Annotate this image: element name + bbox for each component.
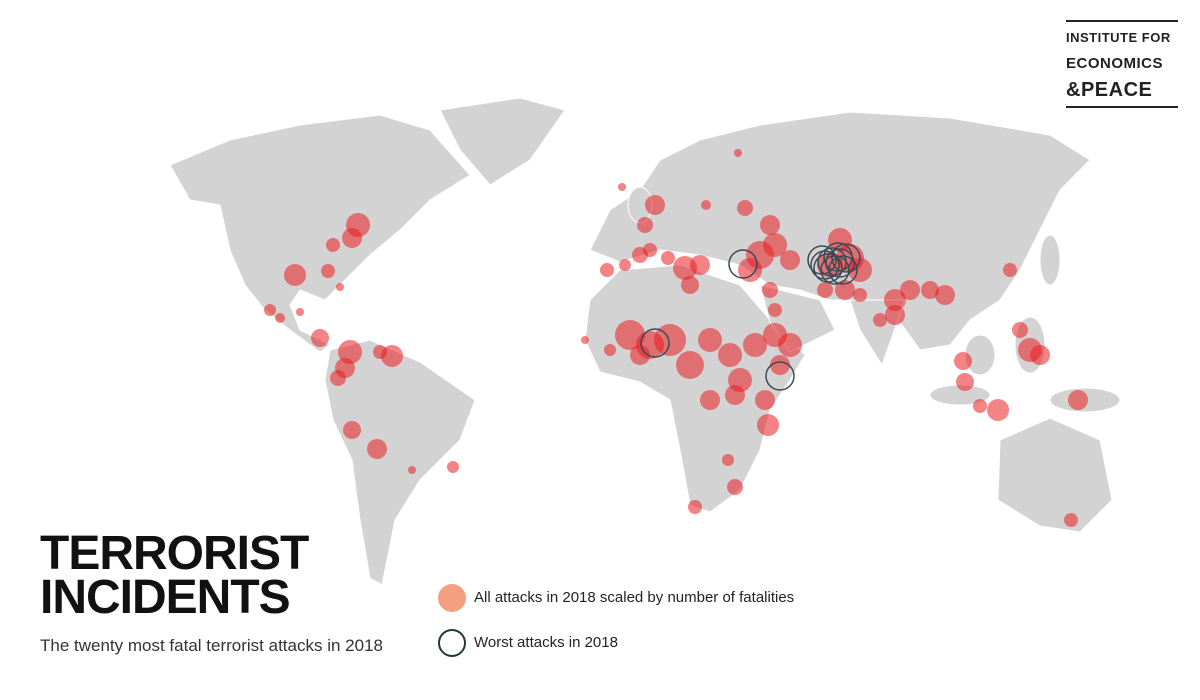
attack-marker (343, 421, 361, 439)
title: TERRORIST INCIDENTS (40, 527, 309, 624)
attack-marker (336, 283, 344, 291)
attack-marker (1068, 390, 1088, 410)
attack-marker (637, 217, 653, 233)
title-line: INCIDENTS (40, 571, 291, 624)
attack-marker (763, 233, 787, 257)
worst-attack-marker (765, 361, 795, 391)
attack-marker (284, 264, 306, 286)
attack-marker (321, 264, 335, 278)
attack-marker (954, 352, 972, 370)
attack-marker (408, 466, 416, 474)
attack-marker (701, 200, 711, 210)
attack-marker (619, 259, 631, 271)
worst-attack-marker (831, 243, 861, 273)
attack-marker (722, 454, 734, 466)
worst-attack-marker (813, 253, 843, 283)
attack-marker (1012, 322, 1028, 338)
attack-marker (676, 351, 704, 379)
attack-marker (700, 390, 720, 410)
legend-label: All attacks in 2018 scaled by number of … (474, 589, 795, 606)
worst-attack-marker (807, 245, 837, 275)
attack-marker (645, 195, 665, 215)
logo-line: &PEACE (1066, 79, 1153, 101)
attack-marker (367, 439, 387, 459)
attack-marker (600, 263, 614, 277)
attack-marker (1030, 345, 1050, 365)
attack-marker (935, 285, 955, 305)
attack-marker (743, 333, 767, 357)
legend-swatch-attacks (438, 584, 466, 612)
attack-marker (581, 336, 589, 344)
worst-attack-markers (640, 242, 861, 391)
worst-attack-marker (828, 255, 858, 285)
attack-marker (885, 305, 905, 325)
attack-marker (738, 258, 762, 282)
attack-marker (690, 255, 710, 275)
attack-marker (373, 345, 387, 359)
attack-marker (688, 500, 702, 514)
attack-marker (326, 238, 340, 252)
attack-marker (618, 183, 626, 191)
attack-marker (661, 251, 675, 265)
attack-marker (630, 345, 650, 365)
attack-marker (873, 313, 887, 327)
attack-markers (264, 149, 1088, 527)
attack-marker (330, 370, 346, 386)
attack-marker (762, 282, 778, 298)
attack-marker (718, 343, 742, 367)
attack-marker (755, 390, 775, 410)
attack-marker (725, 385, 745, 405)
attack-marker (817, 282, 833, 298)
attack-marker (900, 280, 920, 300)
attack-marker (654, 324, 686, 356)
attack-marker (296, 308, 304, 316)
attack-marker (681, 276, 699, 294)
logo-line: ECONOMICS (1066, 55, 1164, 72)
attack-marker (987, 399, 1009, 421)
attack-marker (698, 328, 722, 352)
title-line: TERRORIST (40, 527, 309, 580)
attack-marker (853, 288, 867, 302)
attack-marker (884, 289, 906, 311)
attack-marker (604, 344, 616, 356)
attack-marker (737, 200, 753, 216)
attack-marker (973, 399, 987, 413)
subtitle: The twenty most fatal terrorist attacks … (40, 636, 383, 655)
attack-marker (264, 304, 276, 316)
attack-marker (778, 333, 802, 357)
legend-label: Worst attacks in 2018 (474, 634, 618, 651)
legend-swatch-worst (438, 629, 466, 657)
attack-marker (780, 250, 800, 270)
attack-marker (768, 303, 782, 317)
attack-marker (342, 228, 362, 248)
attack-marker (275, 313, 285, 323)
attack-marker (727, 479, 743, 495)
attack-marker (770, 355, 790, 375)
logo-line: INSTITUTE FOR (1066, 30, 1171, 45)
attack-marker (1003, 263, 1017, 277)
attack-marker (956, 373, 974, 391)
worst-attack-marker (640, 328, 670, 358)
attack-marker (1064, 513, 1078, 527)
attack-marker (921, 281, 939, 299)
attack-marker (338, 340, 362, 364)
attack-marker (643, 243, 657, 257)
attack-marker (311, 329, 329, 347)
worst-attack-marker (728, 249, 758, 279)
logo: INSTITUTE FOR ECONOMICS &PEACE (1066, 20, 1178, 108)
attack-marker (760, 215, 780, 235)
attack-marker (447, 461, 459, 473)
worst-attack-marker (823, 242, 853, 272)
attack-marker (757, 414, 779, 436)
attack-marker (835, 280, 855, 300)
attack-marker (734, 149, 742, 157)
